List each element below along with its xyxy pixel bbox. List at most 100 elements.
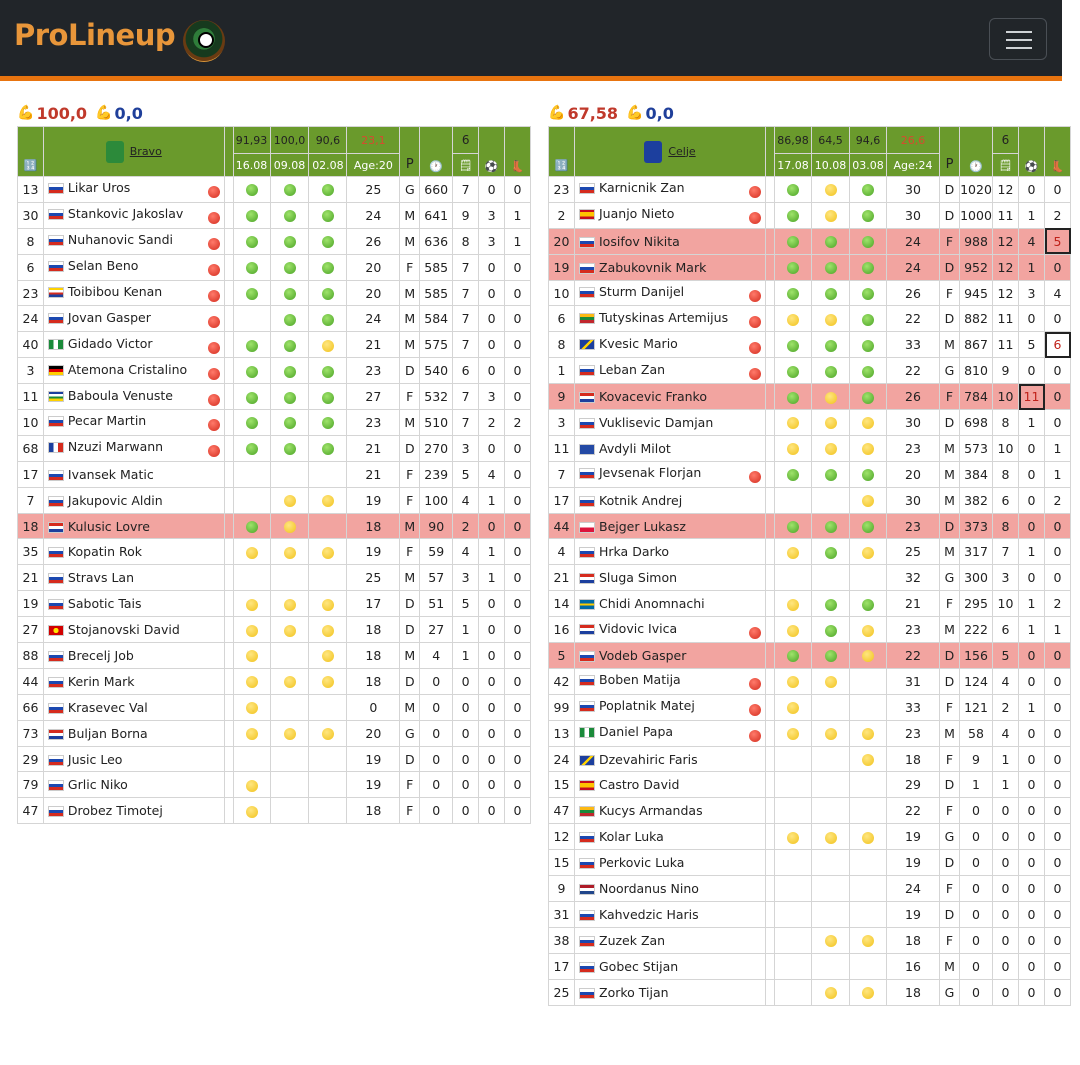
player-name[interactable]: Noordanus Nino <box>599 880 699 896</box>
player-name-cell[interactable]: Vidovic Ivica <box>574 616 766 644</box>
player-row[interactable]: 23 Karnicnik Zan 30 D 1020 12 0 0 <box>548 176 1071 203</box>
team-name-link[interactable]: Celje <box>574 126 766 177</box>
player-row[interactable]: 13 Daniel Papa 23 M 58 4 0 0 <box>548 719 1071 747</box>
player-row[interactable]: 24 Jovan Gasper 24 M 584 7 0 0 <box>17 305 531 333</box>
player-name-cell[interactable]: Krasevec Val <box>42 693 225 721</box>
player-name-cell[interactable]: Avdyli Milot <box>574 434 766 462</box>
player-name[interactable]: Buljan Borna <box>67 725 148 741</box>
player-row[interactable]: 21 Stravs Lan 25 M 57 3 1 0 <box>17 564 531 592</box>
player-row[interactable]: 18 Kulusic Lovre 18 M 90 2 0 0 <box>17 512 531 540</box>
player-name[interactable]: Sabotic Tais <box>67 596 142 612</box>
calculator-icon[interactable]: 🔢 <box>548 126 575 177</box>
player-row[interactable]: 29 Jusic Leo 19 D 0 0 0 0 <box>17 745 531 773</box>
player-name-cell[interactable]: Stankovic Jakoslav <box>42 201 225 229</box>
player-name[interactable]: Jakupovic Aldin <box>67 492 163 508</box>
player-name-cell[interactable]: Stravs Lan <box>42 564 225 592</box>
player-name[interactable]: Stravs Lan <box>67 570 134 586</box>
match-date-2[interactable]: 10.08 <box>811 153 850 177</box>
player-name-cell[interactable]: Jakupovic Aldin <box>42 486 225 514</box>
player-name[interactable]: Chidi Anomnachi <box>599 596 705 612</box>
player-name[interactable]: Hrka Darko <box>599 544 670 560</box>
player-name-cell[interactable]: Nzuzi Marwann <box>42 434 225 462</box>
player-row[interactable]: 8 Kvesic Mario 33 M 867 11 5 6 <box>548 331 1071 359</box>
notes-icon[interactable]: 🗒 <box>452 153 480 177</box>
player-name-cell[interactable]: Pecar Martin <box>42 409 225 436</box>
player-name[interactable]: Likar Uros <box>67 180 131 196</box>
player-name[interactable]: Baboula Venuste <box>67 387 173 403</box>
player-row[interactable]: 73 Buljan Borna 20 G 0 0 0 0 <box>17 719 531 747</box>
player-name-cell[interactable]: Karnicnik Zan <box>574 176 766 203</box>
hamburger-menu-button[interactable] <box>989 18 1047 60</box>
player-name[interactable]: Nuhanovic Sandi <box>67 232 173 248</box>
player-name-cell[interactable]: Sabotic Tais <box>42 590 225 618</box>
player-name[interactable]: Jovan Gasper <box>67 309 151 325</box>
player-row[interactable]: 11 Avdyli Milot 23 M 573 10 0 1 <box>548 434 1071 462</box>
player-name-cell[interactable]: Kucys Armandas <box>574 797 766 825</box>
notes-icon[interactable]: 🗒 <box>992 153 1019 177</box>
player-name-cell[interactable]: Kolar Luka <box>574 823 766 851</box>
player-row[interactable]: 38 Zuzek Zan 18 F 0 0 0 0 <box>548 926 1071 954</box>
player-row[interactable]: 30 Stankovic Jakoslav 24 M 641 9 3 1 <box>17 201 531 229</box>
player-name-cell[interactable]: Kerin Mark <box>42 667 225 695</box>
player-name-cell[interactable]: Drobez Timotej <box>42 797 225 825</box>
player-row[interactable]: 88 Brecelj Job 18 M 4 1 0 0 <box>17 642 531 669</box>
match-date-2[interactable]: 09.08 <box>269 153 310 177</box>
player-name[interactable]: Stojanovski David <box>67 622 180 638</box>
player-row[interactable]: 9 Noordanus Nino 24 F 0 0 0 0 <box>548 875 1071 902</box>
player-name[interactable]: Kovacevic Franko <box>599 389 708 405</box>
player-name-cell[interactable]: Kahvedzic Haris <box>574 900 766 928</box>
player-name[interactable]: Karnicnik Zan <box>599 180 685 196</box>
player-row[interactable]: 19 Zabukovnik Mark 24 D 952 12 1 0 <box>548 253 1071 281</box>
player-row[interactable]: 44 Bejger Lukasz 23 D 373 8 0 0 <box>548 512 1071 540</box>
player-name-cell[interactable]: Daniel Papa <box>574 719 766 747</box>
average-age[interactable]: Age:20 <box>346 153 401 177</box>
player-name-cell[interactable]: Vodeb Gasper <box>574 642 766 669</box>
player-name-cell[interactable]: Chidi Anomnachi <box>574 590 766 618</box>
boot-icon[interactable]: 👢 <box>1044 126 1071 177</box>
player-name[interactable]: Gidado Victor <box>67 335 153 351</box>
calculator-icon[interactable]: 🔢 <box>17 126 44 177</box>
player-row[interactable]: 40 Gidado Victor 21 M 575 7 0 0 <box>17 331 531 359</box>
player-row[interactable]: 5 Vodeb Gasper 22 D 156 5 0 0 <box>548 642 1071 669</box>
player-name-cell[interactable]: Baboula Venuste <box>42 383 225 411</box>
player-name-cell[interactable]: Sluga Simon <box>574 564 766 592</box>
team-name-link[interactable]: Bravo <box>42 126 225 177</box>
player-row[interactable]: 12 Kolar Luka 19 G 0 0 0 0 <box>548 823 1071 851</box>
average-age[interactable]: Age:24 <box>886 153 940 177</box>
player-name[interactable]: Vodeb Gasper <box>599 647 687 663</box>
clock-icon[interactable]: 🕐 <box>419 126 454 177</box>
player-name-cell[interactable]: Tutyskinas Artemijus <box>574 305 766 333</box>
player-name[interactable]: Kucys Armandas <box>599 803 703 819</box>
player-row[interactable]: 7 Jakupovic Aldin 19 F 100 4 1 0 <box>17 486 531 514</box>
player-row[interactable]: 47 Drobez Timotej 18 F 0 0 0 0 <box>17 797 531 825</box>
player-name-cell[interactable]: Castro David <box>574 771 766 799</box>
player-name[interactable]: Castro David <box>599 777 680 793</box>
player-name-cell[interactable]: Gidado Victor <box>42 331 225 359</box>
player-name-cell[interactable]: Juanjo Nieto <box>574 201 766 229</box>
player-row[interactable]: 2 Juanjo Nieto 30 D 1000 11 1 2 <box>548 201 1071 229</box>
player-name[interactable]: Stankovic Jakoslav <box>67 206 184 222</box>
player-name-cell[interactable]: Kovacevic Franko <box>574 383 766 411</box>
player-row[interactable]: 3 Atemona Cristalino 23 D 540 6 0 0 <box>17 357 531 385</box>
player-name-cell[interactable]: Boben Matija <box>574 667 766 695</box>
position-header[interactable]: P <box>939 126 960 177</box>
player-name[interactable]: Kopatin Rok <box>67 544 143 560</box>
player-name[interactable]: Pecar Martin <box>67 413 147 429</box>
player-row[interactable]: 10 Sturm Danijel 26 F 945 12 3 4 <box>548 279 1071 307</box>
match-date-3[interactable]: 03.08 <box>849 153 887 177</box>
player-name-cell[interactable]: Grlic Niko <box>42 771 225 799</box>
player-name[interactable]: Kulusic Lovre <box>67 518 150 534</box>
player-name-cell[interactable]: Sturm Danijel <box>574 279 766 307</box>
player-name[interactable]: Vidovic Ivica <box>599 620 678 636</box>
player-row[interactable]: 47 Kucys Armandas 22 F 0 0 0 0 <box>548 797 1071 825</box>
player-name[interactable]: Iosifov Nikita <box>599 233 680 249</box>
player-row[interactable]: 6 Tutyskinas Artemijus 22 D 882 11 0 0 <box>548 305 1071 333</box>
player-row[interactable]: 99 Poplatnik Matej 33 F 121 2 1 0 <box>548 693 1071 721</box>
player-name-cell[interactable]: Zabukovnik Mark <box>574 253 766 281</box>
match-date-3[interactable]: 02.08 <box>308 153 348 177</box>
player-row[interactable]: 11 Baboula Venuste 27 F 532 7 3 0 <box>17 383 531 411</box>
player-name[interactable]: Tutyskinas Artemijus <box>599 309 729 325</box>
player-name-cell[interactable]: Selan Beno <box>42 253 225 281</box>
player-name[interactable]: Kerin Mark <box>67 673 135 689</box>
player-name-cell[interactable]: Kulusic Lovre <box>42 512 225 540</box>
